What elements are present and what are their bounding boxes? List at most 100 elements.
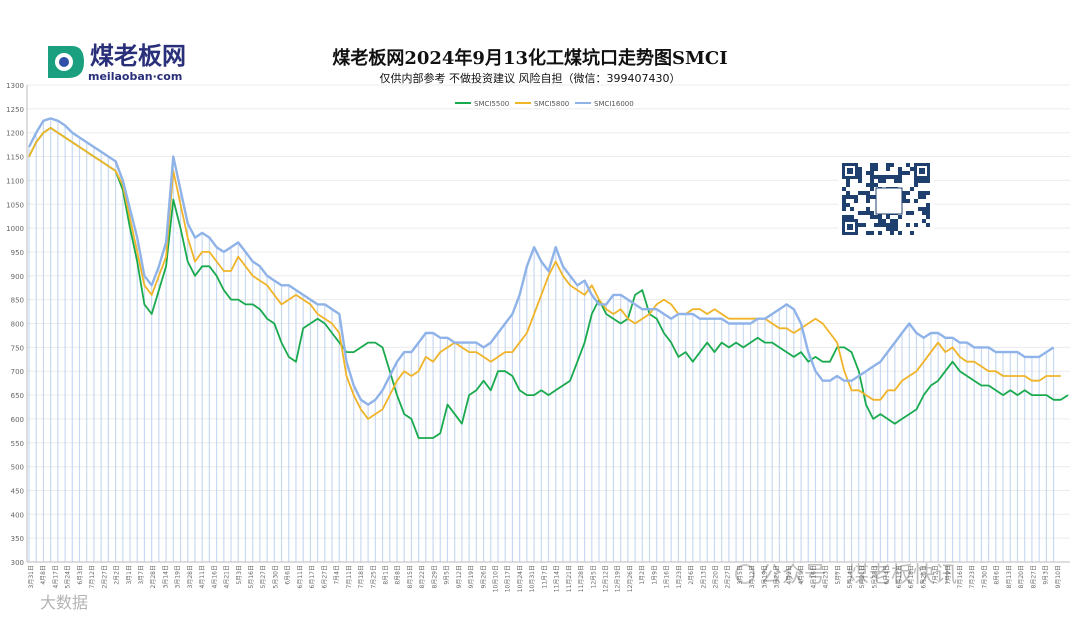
qr-cell	[870, 195, 874, 199]
qr-cell	[878, 215, 882, 219]
x-tick-label: 4月16日	[211, 565, 218, 588]
qr-cell	[898, 175, 902, 179]
qr-cell	[922, 195, 926, 199]
y-tick-label: 300	[11, 559, 24, 567]
wechat-icon	[735, 564, 755, 584]
qr-cell	[870, 167, 874, 171]
qr-cell	[870, 231, 874, 235]
x-tick-label: 7月18日	[358, 565, 365, 588]
qr-finder	[919, 168, 925, 174]
x-tick-label: 2月27日	[725, 565, 732, 588]
x-tick-label: 10月17日	[505, 565, 512, 592]
qr-cell	[906, 171, 910, 175]
x-tick-label: 7月30日	[981, 565, 988, 588]
x-tick-label: 7月9日	[945, 565, 952, 585]
qr-cell	[862, 191, 866, 195]
chart-title: 煤老板网2024年9月13化工煤坑口走势图SMCI	[332, 47, 727, 69]
qr-cell	[870, 211, 874, 215]
x-tick-label: 6月25日	[920, 565, 927, 588]
x-tick-label: 12月5日	[590, 565, 597, 588]
qr-cell	[842, 215, 846, 219]
x-tick-label: 4月23日	[823, 565, 830, 588]
x-tick-label: 5月16日	[248, 565, 255, 588]
qr-cell	[850, 195, 854, 199]
qr-cell	[866, 207, 870, 211]
x-tick-label: 4月21日	[224, 565, 231, 588]
qr-cell	[886, 227, 890, 231]
qr-cell	[854, 199, 858, 203]
y-tick-label: 750	[11, 344, 24, 352]
qr-cell	[926, 223, 930, 227]
qr-cell	[870, 175, 874, 179]
qr-cell	[922, 211, 926, 215]
x-tick-label: 10月31日	[529, 565, 536, 592]
y-tick-label: 1000	[6, 225, 24, 233]
watermark-bottom-left: 大数据	[40, 593, 88, 612]
qr-cell	[862, 211, 866, 215]
x-tick-label: 12月12日	[603, 565, 610, 592]
x-tick-label: 3月26日	[774, 565, 781, 588]
x-tick-label: 7月25日	[370, 565, 377, 588]
qr-cell	[898, 231, 902, 235]
x-tick-label: 1月9日	[651, 565, 658, 585]
x-tick-label: 3月14日	[162, 565, 169, 588]
x-tick-label: 4月9日	[798, 565, 805, 585]
qr-cell	[902, 199, 906, 203]
legend: SMCI5500 SMCI5800 SMCI16000	[455, 100, 634, 108]
series-line-smci16000	[27, 117, 1055, 406]
qr-cell	[910, 231, 914, 235]
qr-cell	[926, 215, 930, 219]
x-tick-label: 5月27日	[260, 565, 267, 588]
x-tick-label: 3月1日	[126, 565, 133, 585]
qr-cell	[866, 199, 870, 203]
x-tick-label: 11月28日	[578, 565, 585, 592]
series-line-smci5500	[28, 127, 1069, 439]
qr-cell	[902, 171, 906, 175]
x-tick-label: 7月2日	[933, 565, 940, 585]
x-tick-label: 3月5日	[737, 565, 744, 585]
qr-cell	[906, 163, 910, 167]
qr-cell	[866, 171, 870, 175]
qr-cell	[874, 215, 878, 219]
x-tick-label: 9月5日	[444, 565, 451, 585]
x-tick-label: 8月27日	[1030, 565, 1037, 588]
x-tick-label: 6月11日	[297, 565, 304, 588]
qr-cell	[894, 223, 898, 227]
y-tick-label: 950	[11, 249, 24, 257]
qr-cell	[846, 195, 850, 199]
x-tick-label: 2月27日	[101, 565, 108, 588]
qr-cell	[866, 195, 870, 199]
x-tick-label: 11月14日	[554, 565, 561, 592]
qr-cell	[922, 191, 926, 195]
qr-cell	[866, 231, 870, 235]
x-tick-label: 5月3日	[236, 565, 243, 585]
y-tick-label: 1150	[6, 154, 24, 162]
qr-cell	[902, 195, 906, 199]
x-tick-label: 4月8日	[40, 565, 47, 585]
y-tick-label: 1250	[6, 106, 24, 114]
qr-cell	[918, 195, 922, 199]
legend-label: SMCI5500	[474, 100, 509, 108]
x-tick-label: 3月12日	[749, 565, 756, 588]
qr-cell	[874, 163, 878, 167]
y-tick-label: 850	[11, 297, 24, 305]
qr-cell	[862, 223, 866, 227]
qr-cell	[890, 175, 894, 179]
x-tick-label: 2月13日	[700, 565, 707, 588]
y-tick-label: 700	[11, 368, 24, 376]
x-tick-label: 7月23日	[969, 565, 976, 588]
x-tick-label: 4月11日	[199, 565, 206, 588]
qr-cell	[894, 175, 898, 179]
series-lines	[27, 117, 1069, 439]
logo-domain: meilaoban·com	[88, 70, 182, 83]
x-tick-label: 9月3日	[1043, 565, 1050, 585]
qr-cell	[858, 179, 862, 183]
qr-cell	[914, 183, 918, 187]
qr-cell	[886, 163, 890, 167]
qr-cell	[870, 183, 874, 187]
qr-cell	[910, 211, 914, 215]
y-tick-label: 500	[11, 464, 24, 472]
qr-cell	[918, 179, 922, 183]
qr-cell	[878, 223, 882, 227]
